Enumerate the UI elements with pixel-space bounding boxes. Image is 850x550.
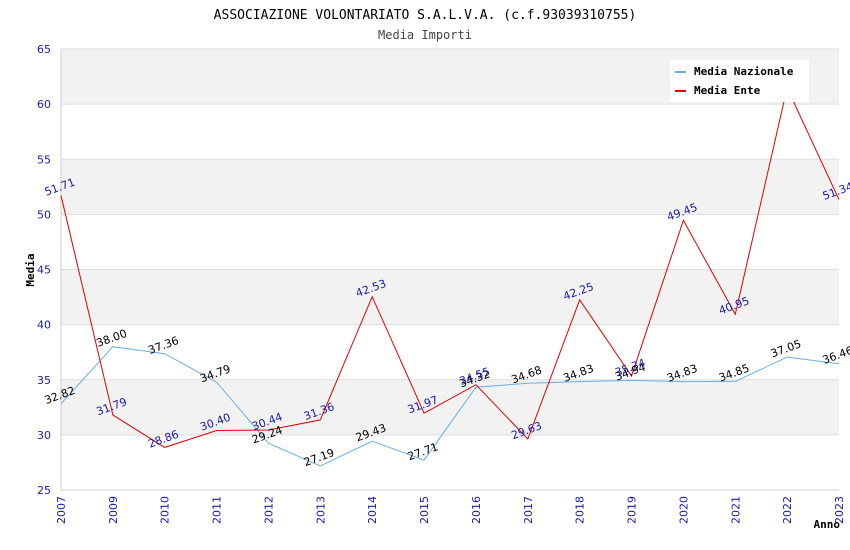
y-tick-label: 30 xyxy=(37,429,51,442)
y-tick-label: 60 xyxy=(37,98,51,111)
x-axis-title: Anno xyxy=(814,518,841,531)
x-tick-label: 2010 xyxy=(159,496,172,524)
plot-band xyxy=(61,324,839,380)
y-tick-labels: 25 30 35 40 45 50 55 60 65 xyxy=(37,43,51,497)
x-tick-label: 2011 xyxy=(211,496,224,524)
plot-band xyxy=(61,379,839,435)
x-tick-label: 2013 xyxy=(314,496,327,524)
x-tick-label: 2016 xyxy=(470,496,483,524)
x-tick-labels: 2007 2009 2010 2011 2012 2013 2014 2015 2016 2017… xyxy=(55,496,846,524)
x-tick-label: 2009 xyxy=(107,496,120,524)
x-tick-label: 2012 xyxy=(262,496,275,524)
legend-box xyxy=(670,60,809,102)
x-tick-label: 2020 xyxy=(677,496,690,524)
plot-band xyxy=(61,104,839,160)
legend: Media Nazionale Media Ente xyxy=(670,60,809,102)
chart-title: ASSOCIAZIONE VOLONTARIATO S.A.L.V.A. (c.… xyxy=(214,8,637,23)
x-tick-label: 2017 xyxy=(522,496,535,524)
y-tick-label: 45 xyxy=(37,264,51,277)
x-tick-label: 2015 xyxy=(418,496,431,524)
series-lines xyxy=(60,86,840,467)
x-tick-label: 2007 xyxy=(55,496,68,524)
y-tick-label: 65 xyxy=(37,43,51,56)
x-tick-label: 2023 xyxy=(833,496,846,524)
y-tick-label: 50 xyxy=(37,208,51,221)
plot-band xyxy=(61,434,839,490)
y-axis-title: Media xyxy=(24,253,37,286)
y-tick-label: 25 xyxy=(37,484,51,497)
series-line-media-nazionale xyxy=(60,346,840,467)
legend-label-media-ente: Media Ente xyxy=(694,84,761,97)
x-tick-label: 2018 xyxy=(574,496,587,524)
x-tick-label: 2019 xyxy=(626,496,639,524)
axes xyxy=(60,49,839,491)
legend-label-media-nazionale: Media Nazionale xyxy=(694,65,794,78)
x-tick-label: 2022 xyxy=(781,496,794,524)
y-tick-label: 35 xyxy=(37,374,51,387)
y-tick-label: 40 xyxy=(37,319,51,332)
plot-band xyxy=(61,159,839,215)
y-tick-label: 55 xyxy=(37,153,51,166)
series-line-media-ente xyxy=(60,86,840,448)
plot-band xyxy=(61,214,839,270)
x-tick-label: 2014 xyxy=(366,496,379,524)
plot-band xyxy=(61,269,839,325)
plot-bands xyxy=(61,49,839,490)
chart-subtitle: Media Importi xyxy=(378,28,472,42)
x-tick-label: 2021 xyxy=(729,496,742,524)
